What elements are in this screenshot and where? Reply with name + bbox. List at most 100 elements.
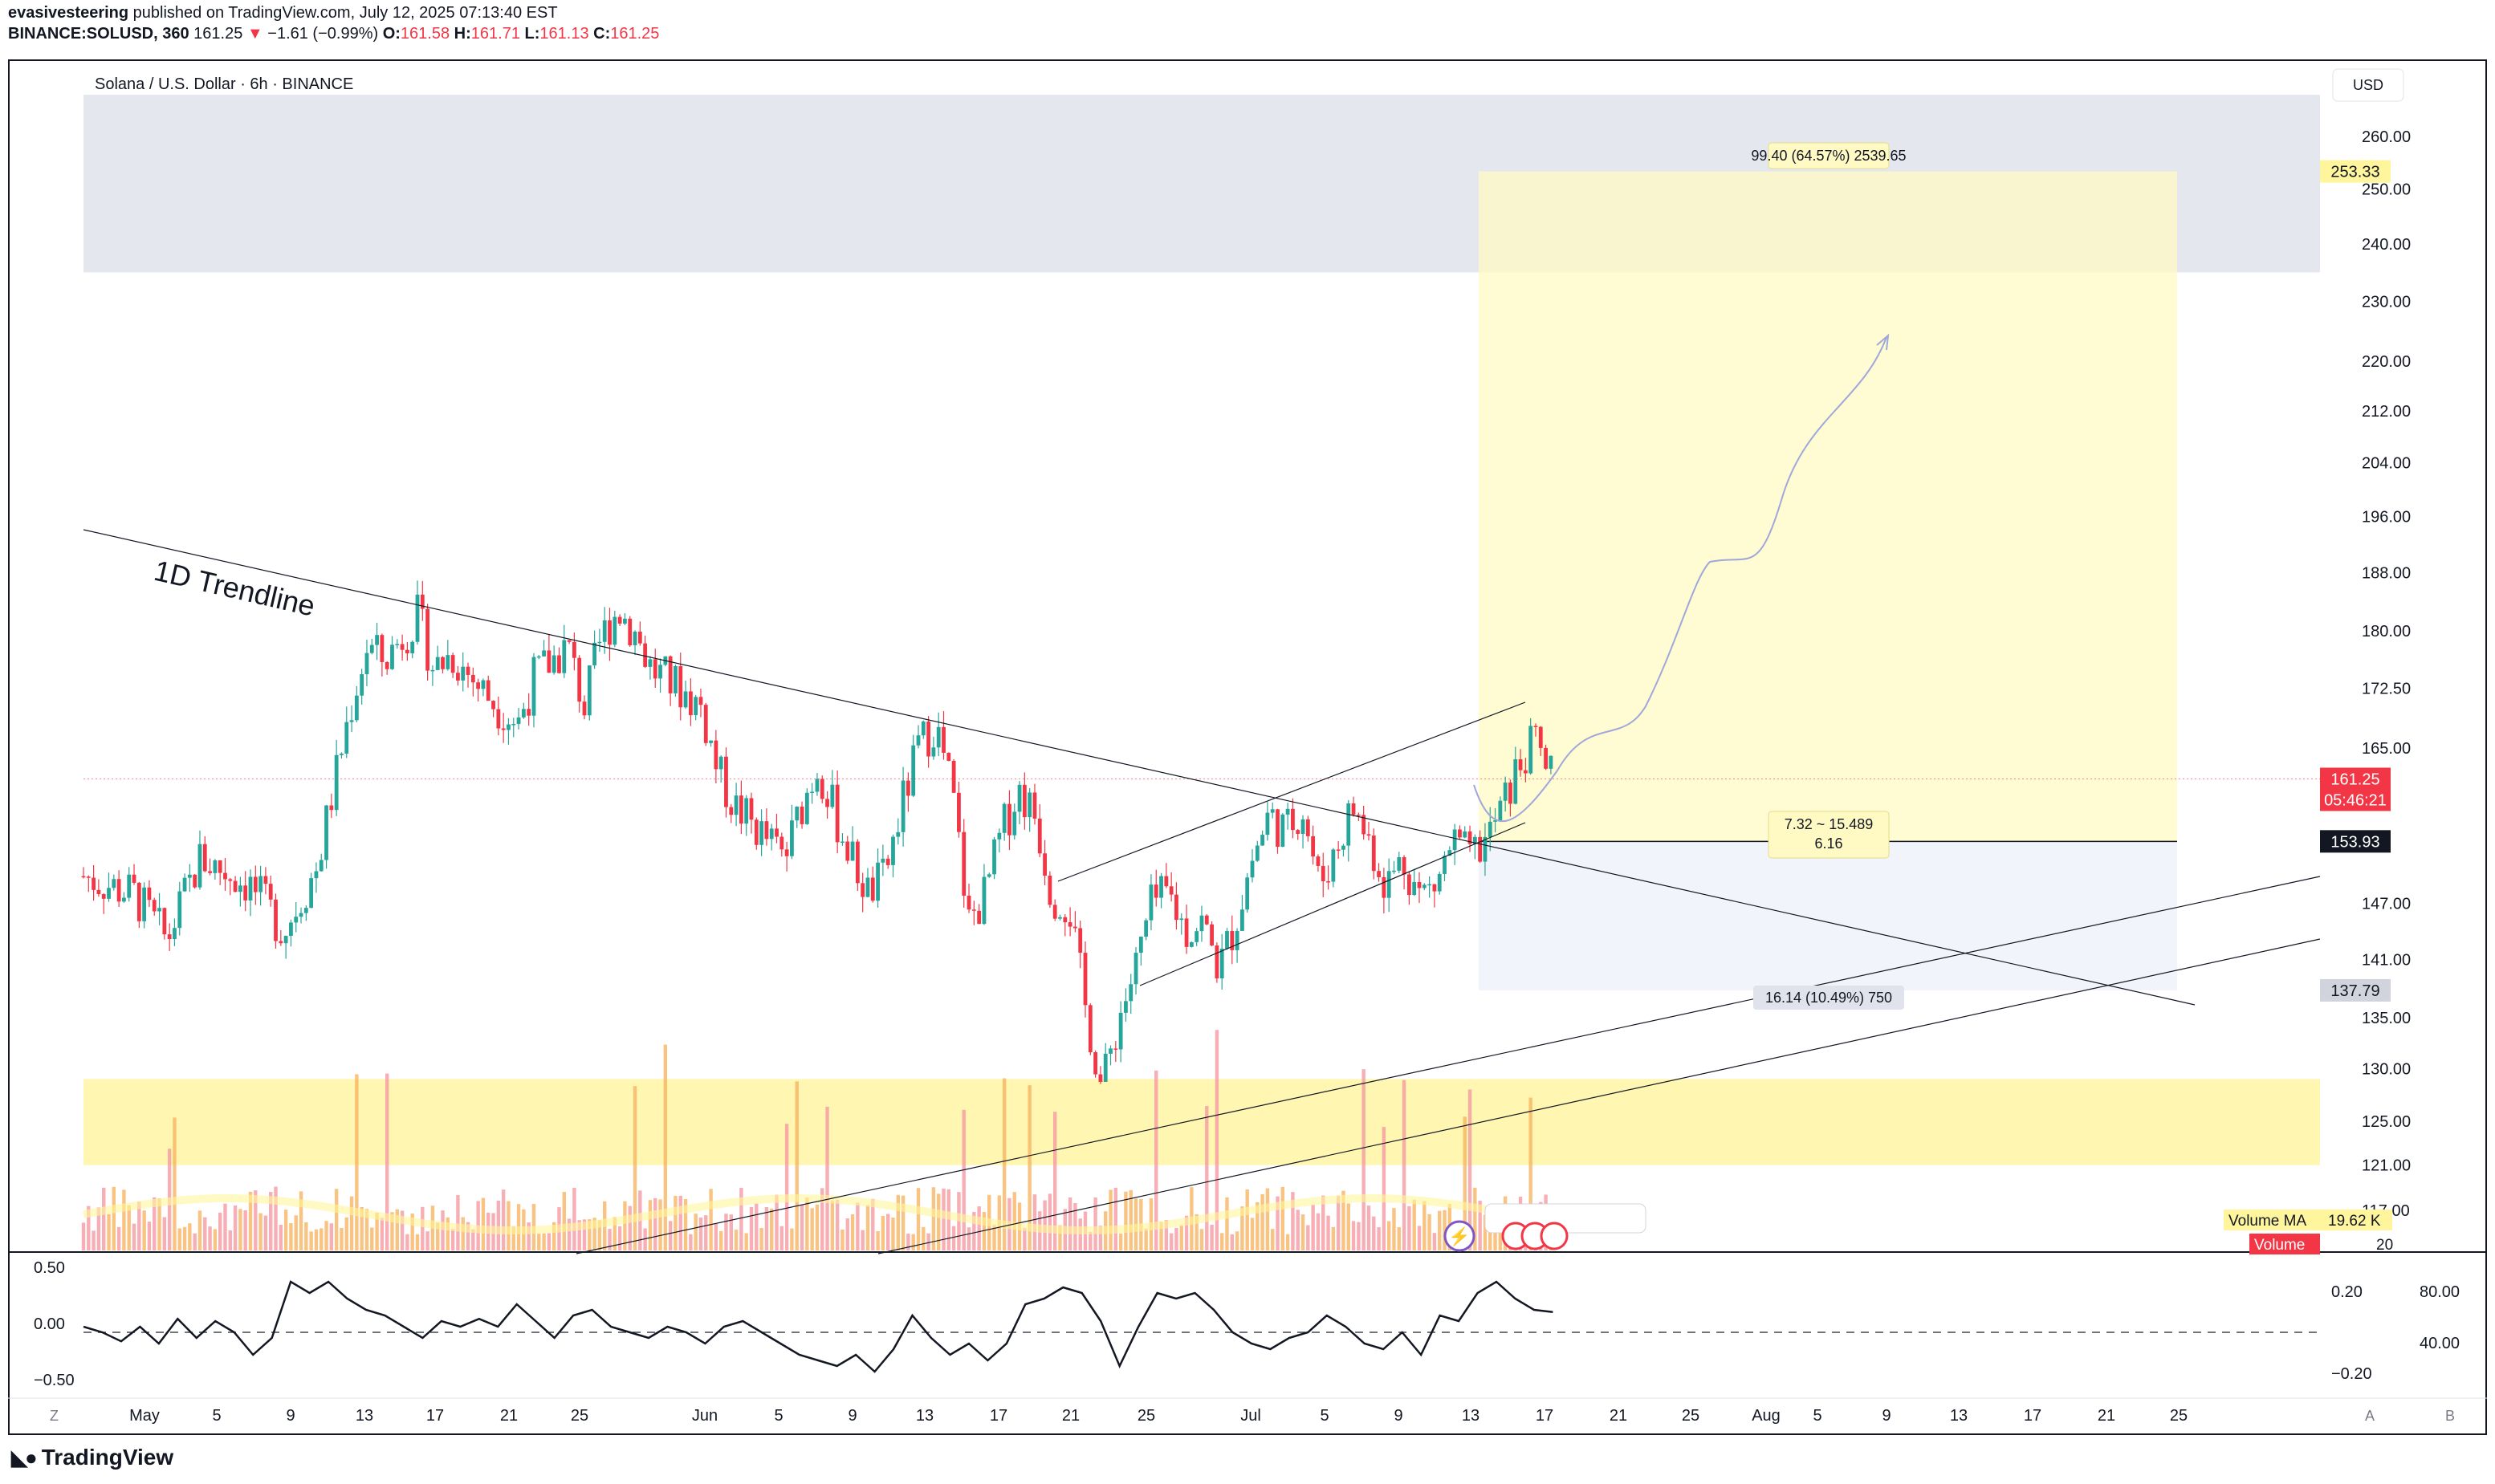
candle <box>779 836 784 850</box>
candle <box>1093 1052 1098 1075</box>
b-axis-button[interactable]: B <box>2445 1408 2455 1424</box>
candle <box>1072 926 1077 929</box>
candle <box>96 889 101 895</box>
x-tick-label: 9 <box>1394 1407 1402 1425</box>
candle <box>446 655 450 669</box>
y-tick-label: 121.00 <box>2362 1157 2411 1175</box>
volume-bar <box>1250 1218 1255 1250</box>
risk-reward-label-text: 6.16 <box>1814 836 1842 852</box>
candle <box>248 876 253 901</box>
candle <box>1270 809 1275 813</box>
candle <box>724 756 728 807</box>
y-tick-label: 196.00 <box>2362 508 2411 526</box>
candle <box>1118 1012 1123 1050</box>
currency-button[interactable] <box>2332 68 2404 102</box>
volume-bar <box>759 1227 763 1250</box>
candle <box>1219 949 1224 979</box>
symbol-info: BINANCE:SOLUSD, 360 161.25 ▼ −1.61 (−0.9… <box>8 24 659 43</box>
footer-brand[interactable]: ◣● TradingView <box>11 1445 173 1470</box>
volume-bar <box>1219 1233 1224 1250</box>
volume-bar <box>1316 1213 1321 1250</box>
candle <box>223 872 227 880</box>
candle <box>173 928 177 940</box>
volume-bar <box>304 1222 308 1250</box>
volume-bar <box>314 1229 319 1250</box>
candle <box>142 887 147 921</box>
us-flag-icon[interactable] <box>1540 1222 1569 1250</box>
oscillator-left-tick: 0.50 <box>34 1259 65 1277</box>
candle <box>167 934 172 940</box>
candle <box>997 832 1002 840</box>
volume-bar <box>881 1216 885 1250</box>
candle <box>921 722 926 736</box>
volume-bar <box>375 1213 379 1250</box>
candle <box>901 780 906 832</box>
volume-bar <box>1159 1222 1163 1250</box>
volume-bar <box>830 1200 835 1250</box>
candle <box>1204 915 1209 925</box>
candle <box>1478 836 1483 862</box>
volume-bar <box>1483 1214 1488 1250</box>
candle <box>1503 783 1508 801</box>
volume-bar <box>1407 1205 1411 1250</box>
candle <box>420 594 425 609</box>
candle <box>648 659 653 667</box>
lightning-icon[interactable] <box>1443 1220 1475 1252</box>
volume-bar <box>385 1073 389 1250</box>
z-axis-button[interactable]: Z <box>50 1408 59 1424</box>
candle <box>81 876 86 878</box>
y-tick-label: 125.00 <box>2362 1113 2411 1131</box>
risk-reward-label-bg <box>1768 811 1890 859</box>
volume-bar <box>977 1206 981 1250</box>
open-label: O: <box>382 25 401 43</box>
volume-bar <box>1154 1070 1158 1250</box>
x-tick-label: 17 <box>426 1407 444 1425</box>
volume-value: 632 <box>2328 1237 2354 1254</box>
candle <box>1488 821 1492 837</box>
volume-bar <box>410 1214 414 1250</box>
volume-bar <box>967 1227 971 1250</box>
candle <box>1007 803 1011 836</box>
candle <box>896 831 901 837</box>
candle <box>116 879 121 902</box>
volume-bar <box>254 1190 258 1250</box>
volume-bar <box>116 1226 121 1250</box>
candle <box>1406 874 1411 896</box>
candle <box>623 618 627 624</box>
candle <box>340 753 344 755</box>
volume-bar <box>1260 1193 1264 1250</box>
volume-bar <box>203 1217 207 1250</box>
volume-bar <box>1205 1106 1209 1250</box>
volume-bar <box>982 1212 987 1250</box>
entry-price-tag: 153.93 <box>2330 833 2379 851</box>
volume-bar <box>1346 1203 1350 1250</box>
volume-bar <box>1467 1089 1472 1250</box>
x-tick-label: Jun <box>692 1407 718 1425</box>
x-tick-label: 25 <box>1138 1407 1155 1425</box>
candle <box>476 682 481 689</box>
author-name[interactable]: evasivesteering <box>8 4 129 22</box>
volume-tag-bg <box>2249 1234 2320 1254</box>
volume-bar <box>1032 1194 1037 1250</box>
candle <box>633 631 637 645</box>
volume-bar <box>137 1201 141 1250</box>
candle <box>946 752 951 761</box>
volume-bar <box>1265 1188 1270 1250</box>
candle <box>1366 834 1371 836</box>
candle <box>936 726 941 748</box>
axes-layer: 260.00250.00240.00230.00220.00212.00204.… <box>8 128 2487 1425</box>
close-label: C: <box>593 25 611 43</box>
oscillator-layer <box>8 1251 2487 1373</box>
y-tick-label: 147.00 <box>2362 896 2411 913</box>
candle <box>1179 918 1184 921</box>
volume-bar <box>805 1197 809 1250</box>
chart-frame <box>8 59 2487 1435</box>
volume-bar <box>718 1230 723 1250</box>
candle <box>238 885 242 892</box>
volume-bar <box>734 1230 739 1250</box>
volume-bar <box>527 1222 531 1250</box>
volume-bar <box>1048 1193 1052 1250</box>
volume-bar <box>294 1215 298 1250</box>
a-axis-button[interactable]: A <box>2365 1408 2375 1424</box>
